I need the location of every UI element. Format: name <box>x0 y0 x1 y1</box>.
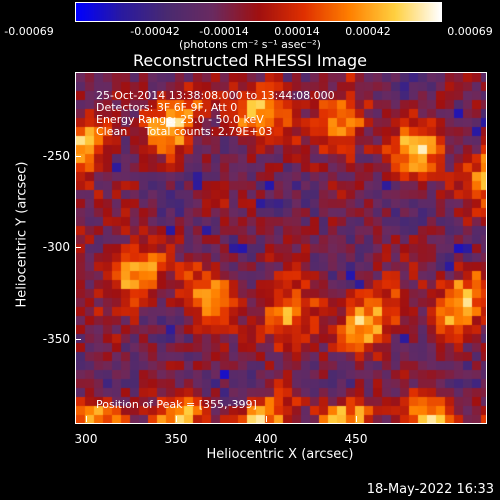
colorbar <box>75 2 442 22</box>
peak-position: Position of Peak = [355,-399] <box>96 398 257 411</box>
x-tick-mark <box>176 416 177 422</box>
y-tick-label: -350 <box>42 332 70 346</box>
y-tick-mark <box>75 156 81 157</box>
x-axis-title: Heliocentric X (arcsec) <box>206 447 354 462</box>
colorbar-units: (photons cm⁻² s⁻¹ asec⁻²) <box>179 38 321 51</box>
colorbar-tick-label: 0.00014 <box>274 25 320 38</box>
y-tick-label: -250 <box>42 149 70 163</box>
colorbar-tick-label: -0.00042 <box>130 25 180 38</box>
info-energy-range: Energy Range: 25.0 - 50.0 keV <box>96 113 264 126</box>
x-tick-mark <box>86 416 87 422</box>
info-total-counts: Clean Total counts: 2.79E+03 <box>96 125 273 138</box>
y-axis-title: Heliocentric Y (arcsec) <box>14 161 30 308</box>
y-tick-label: -300 <box>42 240 70 254</box>
x-tick-label: 450 <box>344 432 368 446</box>
plot-title: Reconstructed RHESSI Image <box>133 51 367 70</box>
image-plot: 25-Oct-2014 13:38:08.000 to 13:44:08.000… <box>75 72 487 424</box>
y-tick-mark <box>75 247 81 248</box>
x-tick-label: 300 <box>74 432 98 446</box>
x-tick-label: 350 <box>164 432 188 446</box>
x-tick-mark <box>266 416 267 422</box>
x-tick-mark <box>356 416 357 422</box>
colorbar-tick-label: 0.00069 <box>447 25 493 38</box>
info-detectors: Detectors: 3F 6F 9F, Att 0 <box>96 101 238 114</box>
info-time-range: 25-Oct-2014 13:38:08.000 to 13:44:08.000 <box>96 89 335 102</box>
colorbar-tick-label: -0.00069 <box>4 25 54 38</box>
colorbar-tick-label: 0.00042 <box>345 25 391 38</box>
colorbar-tick-label: -0.00014 <box>199 25 249 38</box>
y-tick-mark <box>75 339 81 340</box>
x-tick-label: 400 <box>254 432 278 446</box>
footer-timestamp: 18-May-2022 16:33 <box>366 482 494 497</box>
rhessi-image <box>76 73 486 423</box>
